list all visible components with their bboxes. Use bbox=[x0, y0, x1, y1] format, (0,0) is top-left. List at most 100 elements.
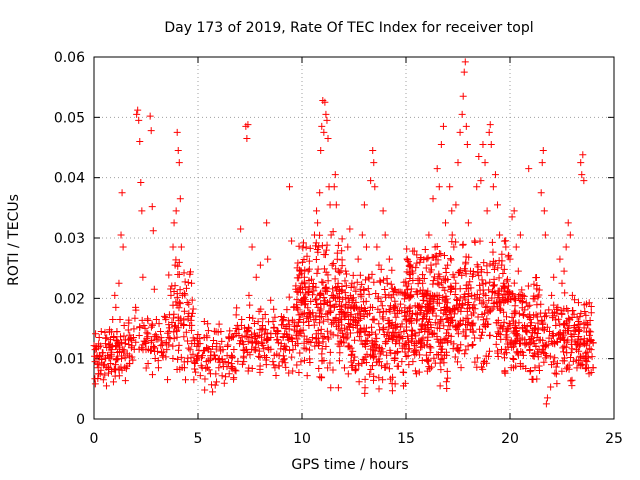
data-point bbox=[448, 231, 456, 239]
data-point bbox=[150, 285, 158, 293]
data-point bbox=[317, 147, 325, 155]
data-point bbox=[320, 317, 328, 325]
data-point bbox=[398, 358, 406, 366]
data-point bbox=[129, 356, 137, 364]
data-point bbox=[215, 364, 223, 372]
data-point bbox=[327, 307, 335, 315]
data-point bbox=[244, 121, 252, 129]
data-point bbox=[422, 290, 430, 298]
data-point bbox=[335, 357, 343, 365]
data-point bbox=[519, 323, 527, 331]
data-point bbox=[295, 328, 303, 336]
data-point bbox=[360, 312, 368, 320]
data-point bbox=[446, 307, 454, 315]
data-point bbox=[263, 219, 271, 227]
data-point bbox=[186, 346, 194, 354]
data-point bbox=[385, 365, 393, 373]
data-point bbox=[277, 312, 285, 320]
data-point bbox=[327, 384, 335, 392]
data-point bbox=[473, 354, 481, 362]
data-point bbox=[257, 305, 265, 313]
data-point bbox=[560, 342, 568, 350]
data-point bbox=[245, 291, 253, 299]
data-point bbox=[120, 332, 128, 340]
data-point bbox=[288, 353, 296, 361]
data-point bbox=[323, 241, 331, 249]
data-point bbox=[124, 326, 132, 334]
data-point bbox=[347, 310, 355, 318]
data-point bbox=[419, 271, 427, 279]
data-point bbox=[328, 320, 336, 328]
data-point bbox=[534, 329, 542, 337]
data-point bbox=[312, 301, 320, 309]
data-point bbox=[244, 367, 252, 375]
data-point bbox=[463, 140, 471, 148]
data-point bbox=[132, 338, 140, 346]
data-point bbox=[515, 310, 523, 318]
data-point bbox=[184, 337, 192, 345]
data-point bbox=[320, 301, 328, 309]
data-point bbox=[162, 338, 170, 346]
y-tick-label: 0.05 bbox=[54, 110, 85, 126]
x-tick-label: 5 bbox=[194, 431, 203, 447]
y-tick-labels: 0 0.01 0.02 0.03 0.04 0.05 0.06 bbox=[54, 50, 85, 428]
data-point bbox=[490, 275, 498, 283]
data-point bbox=[555, 315, 563, 323]
data-point bbox=[297, 299, 305, 307]
data-point bbox=[138, 316, 146, 324]
data-point bbox=[433, 299, 441, 307]
data-point bbox=[282, 343, 290, 351]
data-point bbox=[462, 332, 470, 340]
data-point bbox=[450, 273, 458, 281]
data-point bbox=[473, 261, 481, 269]
data-point bbox=[417, 325, 425, 333]
data-point bbox=[378, 362, 386, 370]
data-point bbox=[473, 183, 481, 191]
data-point bbox=[181, 291, 189, 299]
data-point bbox=[589, 339, 597, 347]
data-point bbox=[444, 261, 452, 269]
data-point bbox=[362, 336, 370, 344]
data-point bbox=[462, 267, 470, 275]
data-point bbox=[558, 367, 566, 375]
data-point bbox=[568, 291, 576, 299]
data-point bbox=[511, 323, 519, 331]
data-point bbox=[190, 376, 198, 384]
data-point bbox=[529, 337, 537, 345]
data-point bbox=[308, 334, 316, 342]
data-point bbox=[320, 333, 328, 341]
data-point bbox=[474, 313, 482, 321]
data-point bbox=[189, 305, 197, 313]
data-point bbox=[139, 341, 147, 349]
data-point bbox=[485, 352, 493, 360]
data-point bbox=[201, 386, 209, 394]
data-point bbox=[364, 332, 372, 340]
data-point bbox=[506, 295, 514, 303]
data-point bbox=[518, 304, 526, 312]
data-point bbox=[121, 377, 129, 385]
data-point bbox=[373, 334, 381, 342]
data-point bbox=[566, 231, 574, 239]
data-point bbox=[460, 68, 468, 76]
data-point bbox=[446, 183, 454, 191]
data-point bbox=[318, 122, 326, 130]
data-point bbox=[343, 270, 351, 278]
data-point bbox=[434, 279, 442, 287]
data-point bbox=[397, 333, 405, 341]
data-point bbox=[252, 344, 260, 352]
data-point bbox=[185, 309, 193, 317]
data-point bbox=[496, 324, 504, 332]
data-point bbox=[184, 313, 192, 321]
data-point bbox=[177, 243, 185, 251]
data-point bbox=[388, 335, 396, 343]
data-point bbox=[391, 297, 399, 305]
data-point bbox=[454, 358, 462, 366]
data-point bbox=[403, 268, 411, 276]
data-point bbox=[307, 275, 315, 283]
data-point bbox=[481, 159, 489, 167]
data-point bbox=[408, 331, 416, 339]
data-point bbox=[496, 304, 504, 312]
data-point bbox=[366, 370, 374, 378]
data-point bbox=[134, 106, 142, 114]
data-point bbox=[540, 349, 548, 357]
